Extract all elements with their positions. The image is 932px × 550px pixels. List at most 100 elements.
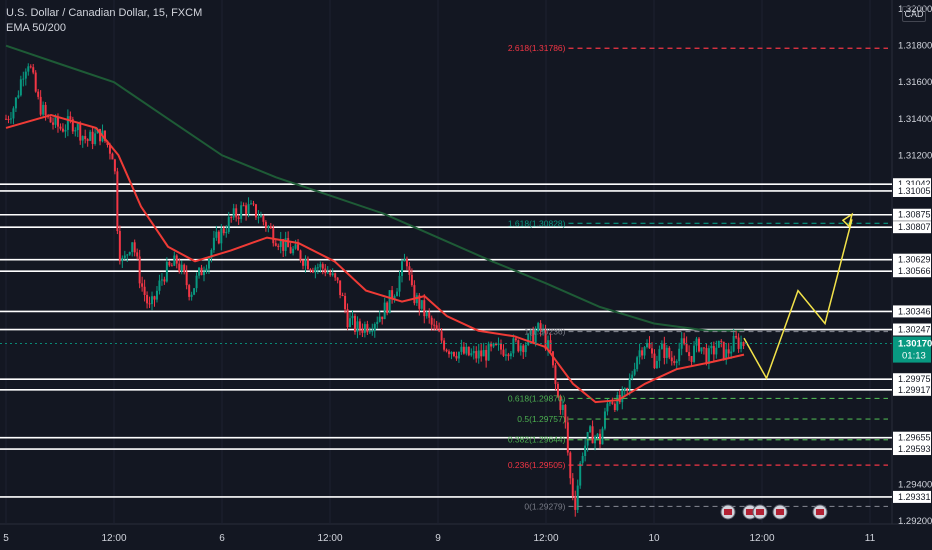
candle-body [668, 347, 671, 358]
candle-body [690, 356, 693, 362]
fib-level-label: 1(1.30236) [524, 327, 565, 337]
y-tick-label: 1.32000 [898, 4, 932, 15]
candle-body [69, 116, 72, 120]
candle-body [702, 347, 705, 349]
candle-body [133, 242, 136, 253]
candle-body [158, 280, 161, 291]
candle-body [302, 260, 304, 266]
candle-body [66, 116, 69, 130]
candle-body [128, 252, 131, 255]
candle-body [316, 267, 319, 269]
y-tick-label: 1.31600 [898, 77, 932, 88]
fib-level-label: 0.236(1.29505) [508, 460, 566, 470]
candle-body [648, 343, 651, 349]
candle-body [507, 354, 510, 357]
candle-body [665, 347, 668, 358]
x-tick-label: 9 [435, 533, 441, 544]
candle-body [262, 215, 265, 222]
candle-body [321, 264, 324, 269]
level-price-box [893, 265, 931, 278]
candle-body [448, 351, 451, 355]
economic-event-icon[interactable] [720, 504, 736, 520]
candle-body [349, 318, 352, 328]
candle-body [74, 130, 77, 132]
candle-body [616, 394, 619, 410]
candle-body [79, 123, 82, 141]
candle-body [660, 343, 663, 350]
candle-body [586, 432, 589, 446]
candle-body [693, 345, 696, 362]
candle-body [309, 269, 312, 271]
candle-body [116, 171, 119, 232]
candle-body [108, 144, 111, 154]
candle-body [504, 354, 507, 356]
currency-badge[interactable]: CAD [902, 6, 926, 22]
candle-body [64, 129, 67, 132]
candle-body [742, 342, 745, 346]
candle-body [237, 217, 240, 219]
economic-event-icon[interactable] [812, 504, 828, 520]
candle-body [626, 388, 629, 390]
candle-body [336, 277, 339, 281]
level-price-label: 1.29593 [898, 444, 931, 454]
candle-body [138, 256, 141, 284]
candle-body [722, 341, 725, 360]
fib-level-label: 0.382(1.29644) [508, 435, 566, 445]
economic-event-icon[interactable] [752, 504, 768, 520]
candle-body [5, 118, 7, 120]
candle-body [428, 312, 431, 318]
indicator-title: EMA 50/200 [6, 22, 66, 34]
candle-body [304, 259, 307, 266]
candle-body [361, 329, 364, 333]
candle-body [574, 496, 577, 510]
level-price-box [893, 443, 931, 456]
candle-body [373, 324, 376, 331]
candle-body [500, 343, 502, 350]
candle-body [277, 245, 280, 247]
candle-body [556, 383, 559, 397]
candle-body [710, 345, 713, 349]
projection-path [743, 219, 853, 381]
candle-body [423, 300, 426, 317]
candle-body [287, 238, 290, 248]
fib-level-label: 1.618(1.30828) [508, 218, 566, 228]
candle-body [314, 267, 317, 273]
candle-body [725, 349, 728, 360]
candle-body [443, 340, 446, 350]
current-price-label: 1.30170 [898, 339, 932, 350]
candle-body [346, 309, 349, 328]
candle-body [160, 279, 163, 281]
candle-body [294, 244, 297, 249]
candle-body [480, 350, 483, 357]
chart-legend: U.S. Dollar / Canadian Dollar, 15, FXCM … [6, 6, 202, 36]
candle-body [324, 268, 327, 274]
candle-body [24, 71, 27, 79]
candle-body [576, 485, 579, 510]
candle-body [653, 353, 656, 369]
candle-body [111, 153, 114, 160]
symbol-title: U.S. Dollar / Canadian Dollar, 15, FXCM [6, 7, 203, 19]
candle-body [564, 404, 567, 423]
candle-body [425, 312, 428, 317]
candle-body [215, 231, 218, 238]
candle-body [12, 108, 15, 119]
candle-body [94, 133, 97, 144]
candle-body [413, 285, 416, 304]
candle-body [121, 257, 124, 262]
fib-level-label: 0.5(1.29757) [517, 414, 565, 424]
candle-body [131, 242, 134, 253]
candle-body [549, 340, 552, 352]
flag-stripe [746, 509, 754, 515]
candle-body [188, 285, 191, 297]
candle-body [198, 267, 201, 276]
candle-body [571, 478, 574, 497]
economic-event-icon[interactable] [772, 504, 788, 520]
candle-body [91, 131, 94, 144]
level-price-label: 1.29975 [898, 374, 931, 384]
candle-body [230, 217, 233, 219]
candle-body [71, 119, 74, 132]
candle-body [467, 346, 470, 356]
candle-body [225, 231, 228, 234]
